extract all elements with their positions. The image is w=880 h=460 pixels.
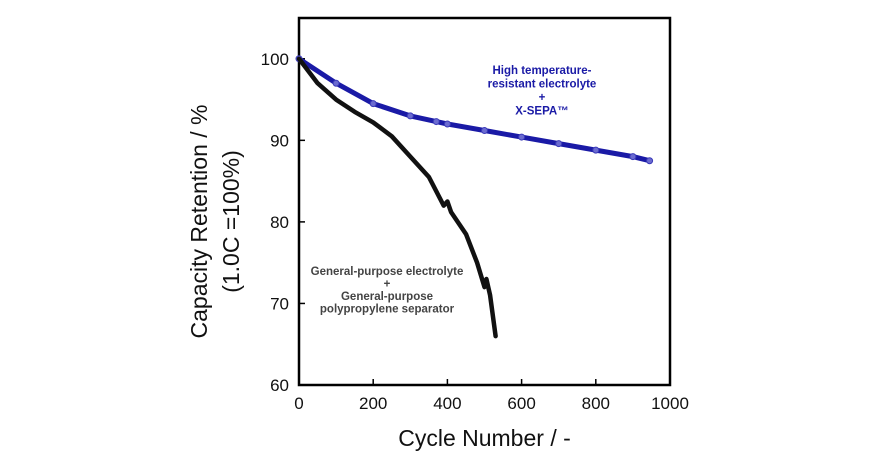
x-tick-label: 400 xyxy=(433,394,461,413)
series-label-black: + xyxy=(384,279,391,291)
series-label-black: General-purpose electrolyte xyxy=(311,266,464,278)
x-tick-label: 200 xyxy=(359,394,387,413)
series-line xyxy=(296,56,653,164)
data-point xyxy=(432,118,440,126)
data-point xyxy=(592,146,600,154)
series-label-black: polypropylene separator xyxy=(320,304,455,316)
y-axis-label: (1.0C =100%) xyxy=(218,150,244,293)
x-tick-label: 0 xyxy=(294,394,303,413)
y-tick-label: 100 xyxy=(261,50,289,69)
series-label-blue: X-SEPA™ xyxy=(515,106,568,118)
data-point xyxy=(518,133,526,141)
series-line xyxy=(296,56,498,339)
y-tick-label: 90 xyxy=(270,131,289,150)
series-label-black: General-purpose xyxy=(341,291,433,303)
series-label-blue: + xyxy=(539,92,546,104)
x-tick-label: 600 xyxy=(507,394,535,413)
data-point xyxy=(443,120,451,128)
data-point xyxy=(646,157,654,165)
plot-frame xyxy=(297,16,672,387)
series-label-blue: resistant electrolyte xyxy=(488,79,597,91)
y-axis-label: Capacity Retention / % xyxy=(186,105,212,339)
data-point xyxy=(555,140,563,148)
data-point xyxy=(481,127,488,135)
data-point xyxy=(629,153,637,161)
y-tick-label: 70 xyxy=(270,294,289,313)
x-axis-label: Cycle Number / - xyxy=(398,425,571,451)
data-point xyxy=(406,112,414,120)
y-tick-label: 80 xyxy=(270,213,289,232)
data-point xyxy=(332,79,340,87)
x-tick-label: 1000 xyxy=(651,394,689,413)
series-label-blue: High temperature- xyxy=(492,65,591,77)
y-tick-label: 60 xyxy=(270,376,289,395)
data-point xyxy=(369,100,377,108)
x-tick-label: 800 xyxy=(582,394,610,413)
